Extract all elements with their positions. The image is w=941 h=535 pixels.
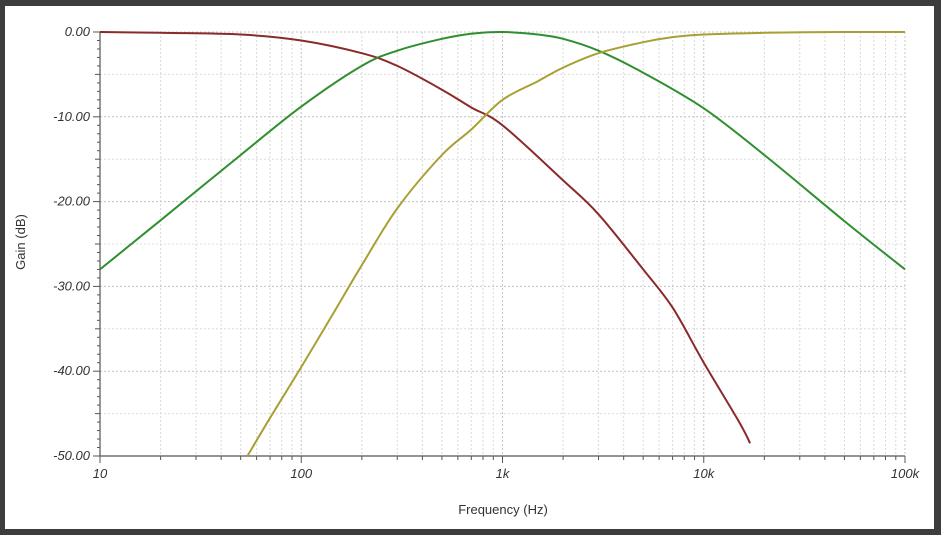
x-tick-label: 10k: [693, 466, 715, 481]
series-line-3: [246, 30, 906, 457]
axes: [93, 31, 906, 463]
y-tick-label: -20.00: [53, 194, 91, 209]
y-axis-title: Gain (dB): [13, 214, 28, 270]
y-tick-label: 0.00: [65, 24, 91, 39]
y-tick-label: -10.00: [53, 109, 91, 124]
x-tick-label: 1k: [496, 466, 511, 481]
y-tick-label: -40.00: [53, 363, 91, 378]
x-tick-label: 100: [290, 466, 312, 481]
x-tick-label: 10: [93, 466, 108, 481]
series: [99, 30, 906, 457]
grid: [99, 31, 906, 457]
y-tick-label: -30.00: [53, 278, 91, 293]
x-tick-label: 100k: [891, 466, 921, 481]
x-axis-title: Frequency (Hz): [458, 502, 548, 517]
series-line-2: [99, 30, 906, 271]
series-line-1: [99, 31, 751, 444]
y-tick-label: -50.00: [53, 448, 91, 463]
plot-frame: 0.00 -10.00 -20.00 -30.00 -40.00 -50.00 10 100 1…: [5, 6, 934, 529]
